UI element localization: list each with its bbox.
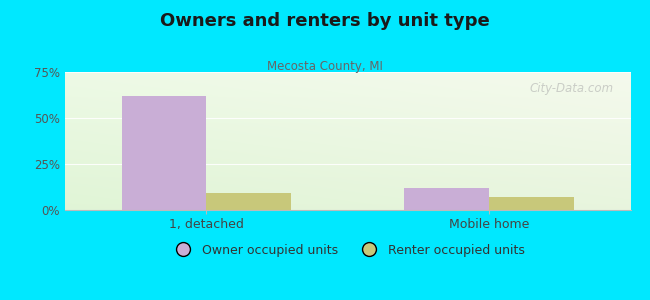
Text: Mecosta County, MI: Mecosta County, MI <box>267 60 383 73</box>
Bar <box>404 188 489 210</box>
Legend: Owner occupied units, Renter occupied units: Owner occupied units, Renter occupied un… <box>166 239 530 262</box>
Text: City-Data.com: City-Data.com <box>529 82 614 95</box>
Bar <box>207 194 291 210</box>
Bar <box>489 197 574 210</box>
Bar <box>122 96 207 210</box>
Text: Owners and renters by unit type: Owners and renters by unit type <box>160 12 490 30</box>
